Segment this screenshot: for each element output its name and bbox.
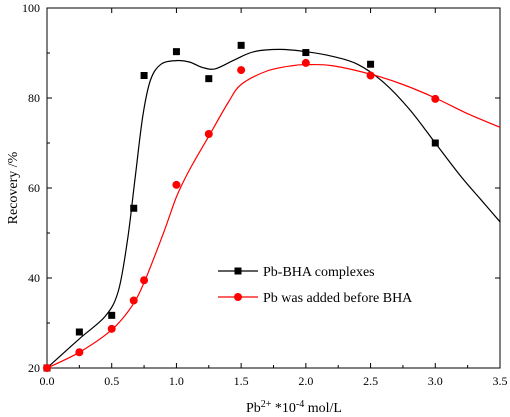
series-2-circle-point — [204, 130, 213, 138]
series-2-circle-point — [43, 364, 51, 372]
data-markers — [43, 41, 440, 372]
series-1-square-point — [108, 311, 116, 319]
series-2-circle-point — [107, 324, 116, 333]
x-tick-label: 2.0 — [298, 374, 313, 388]
y-tick-label: 60 — [28, 181, 40, 195]
series-1-square-point — [367, 60, 375, 68]
series-2-circle-point — [129, 296, 138, 305]
legend-label-2: Pb was added before BHA — [263, 291, 413, 306]
y-tick-label: 20 — [28, 361, 40, 375]
fit-curves — [46, 48, 501, 369]
series-1-square-point — [172, 48, 180, 56]
y-tick-label: 80 — [28, 91, 40, 105]
x-title-sup-exponent: -4 — [296, 399, 304, 410]
axes: 0.0 0.5 1.0 1.5 2.0 2.5 3.0 3.5 20 40 60 80 100 — [22, 1, 508, 388]
x-axis-title: Pb2+ *10-4 mol/L — [246, 399, 342, 417]
x-tick-label: 1.5 — [234, 374, 249, 388]
x-tick-label: 2.5 — [363, 374, 378, 388]
x-tick-label: 1.0 — [169, 374, 184, 388]
series-2-circle-point — [237, 66, 246, 75]
x-title-sup-charge: 2+ — [261, 399, 272, 410]
series-2-circle-point — [366, 71, 375, 80]
series-2-circle-point — [301, 58, 310, 67]
series-2-circle-point — [140, 276, 149, 285]
series-2-circle-point — [431, 94, 440, 103]
series-1-square-point — [140, 72, 148, 79]
series-2-fit-line — [46, 63, 501, 369]
x-title-mid: *10 — [271, 401, 296, 416]
series-1-square-point — [130, 204, 138, 212]
x-tick-label: 0.0 — [40, 374, 55, 388]
series-1-square-point — [237, 41, 245, 49]
series-2-circle-point — [172, 180, 181, 189]
y-axis-title: Recovery /% — [6, 151, 21, 224]
legend-square-marker — [234, 267, 242, 275]
x-title-unit: mol/L — [304, 401, 342, 416]
series-1-square-point — [205, 75, 213, 83]
y-tick-label: 40 — [28, 271, 40, 285]
legend: Pb-BHA complexes Pb was added before BHA — [218, 265, 413, 306]
series-2-circle-point — [75, 348, 84, 357]
series-1-square-point — [431, 139, 439, 147]
y-tick-label: 100 — [22, 1, 40, 15]
x-tick-label: 3.0 — [428, 374, 443, 388]
series-1-fit-line — [46, 48, 501, 369]
legend-circle-marker — [234, 293, 242, 301]
x-tick-label: 0.5 — [104, 374, 119, 388]
legend-label-1: Pb-BHA complexes — [263, 265, 375, 280]
series-1-square-point — [75, 328, 83, 336]
series-1-square-point — [302, 49, 310, 57]
x-tick-label: 3.5 — [493, 374, 508, 388]
x-title-base: Pb — [246, 401, 261, 416]
